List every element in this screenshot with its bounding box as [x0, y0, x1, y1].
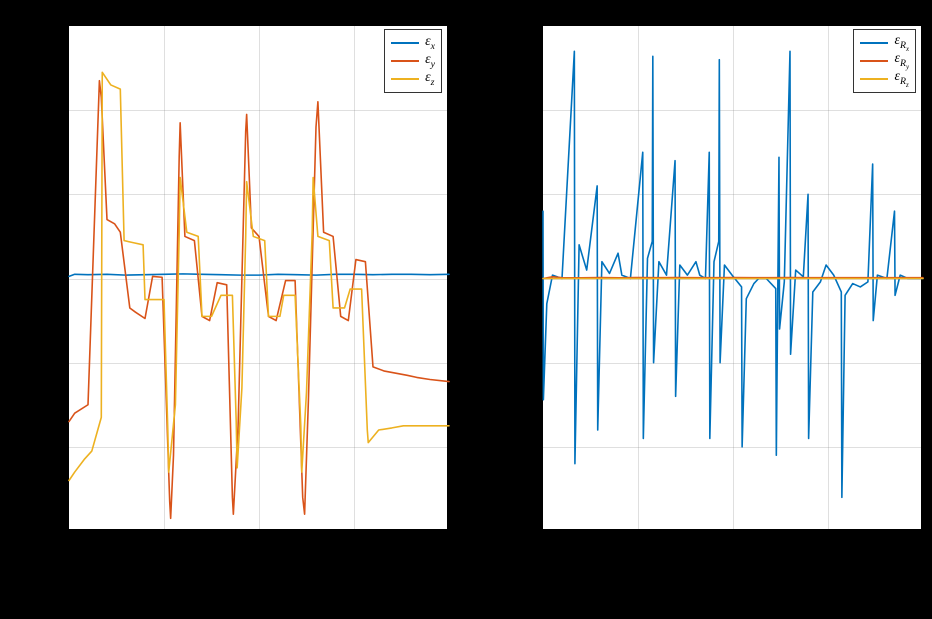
subplot-right [542, 25, 922, 530]
legend-label: εy [425, 52, 435, 70]
legend-label: εRy [894, 51, 909, 71]
ytick-label: 0 [23, 270, 63, 286]
scale-note: ×10⁻³ [538, 7, 567, 22]
xtick-label: 0 [53, 536, 83, 552]
legend-label: εx [425, 34, 435, 52]
legend-swatch [860, 78, 888, 80]
ytick-label: 4 [23, 101, 63, 117]
legend-swatch [860, 60, 888, 62]
xtick-label: 15 [812, 536, 842, 552]
xlabel: time [s] [542, 556, 922, 573]
scale-note: ×10⁻³ [64, 7, 93, 22]
legend-swatch [391, 78, 419, 80]
ytick-label: -1.5 [497, 522, 537, 538]
ytick-label: 1 [497, 101, 537, 117]
xtick-label: 20 [433, 536, 463, 552]
figure: 05101520-6-4-20246×10⁻³time [s]position … [0, 0, 932, 619]
legend-item: εRy [860, 52, 909, 70]
ytick-label: 6 [23, 17, 63, 33]
ytick-label: 2 [23, 185, 63, 201]
xtick-label: 5 [622, 536, 652, 552]
legend-label: εRz [894, 69, 908, 89]
xtick-label: 0 [527, 536, 557, 552]
legend-swatch [391, 60, 419, 62]
legend-label: εRx [894, 33, 909, 53]
ytick-label: 0 [497, 270, 537, 286]
legend-swatch [391, 42, 419, 44]
legend-item: εx [391, 34, 435, 52]
xtick-label: 5 [148, 536, 178, 552]
series-epsilon_y [69, 81, 449, 519]
xtick-label: 10 [243, 536, 273, 552]
ylabel: position error [mm] [4, 218, 21, 336]
legend-swatch [860, 42, 888, 44]
xtick-label: 20 [907, 536, 932, 552]
plot-svg [69, 26, 449, 531]
ytick-label: -2 [23, 354, 63, 370]
ytick-label: 1.5 [497, 17, 537, 33]
ytick-label: -1 [497, 438, 537, 454]
subplot-left [68, 25, 448, 530]
legend-item: εz [391, 70, 435, 88]
legend-item: εRx [860, 34, 909, 52]
xlabel: time [s] [68, 556, 448, 573]
series-epsilon_Rx [543, 51, 923, 497]
ytick-label: -6 [23, 522, 63, 538]
legend: εxεyεz [384, 29, 442, 93]
legend: εRxεRyεRz [853, 29, 916, 93]
ytick-label: 0.5 [497, 185, 537, 201]
legend-item: εRz [860, 70, 909, 88]
plot-svg [543, 26, 923, 531]
ylabel: orientation error [rad] [478, 212, 495, 343]
ytick-label: -0.5 [497, 354, 537, 370]
ytick-label: -4 [23, 438, 63, 454]
legend-label: εz [425, 70, 434, 88]
legend-item: εy [391, 52, 435, 70]
xtick-label: 10 [717, 536, 747, 552]
xtick-label: 15 [338, 536, 368, 552]
